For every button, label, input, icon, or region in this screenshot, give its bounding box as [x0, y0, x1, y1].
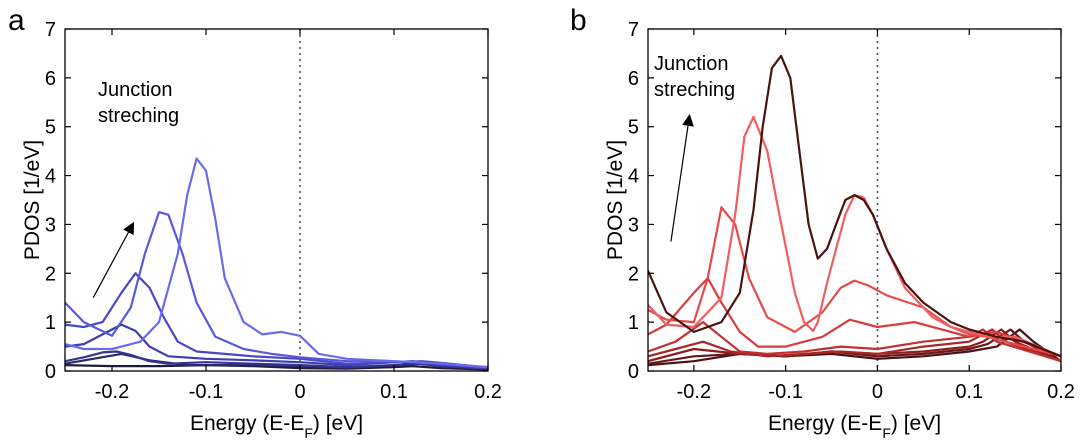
panel-letter: a [8, 4, 25, 37]
series-line-3 [65, 350, 488, 370]
y-tick-label: 4 [45, 166, 56, 188]
series-line-8 [648, 115, 1061, 358]
series-group [65, 157, 488, 371]
series-line-2 [648, 328, 1061, 365]
series-line-6 [648, 277, 1061, 358]
y-tick-label: 3 [45, 214, 56, 236]
y-tick-label: 6 [45, 68, 56, 90]
x-tick-label: 0.1 [380, 381, 408, 403]
series-line-5 [648, 321, 1061, 363]
x-tick-label: 0 [294, 381, 305, 403]
x-tick-label: 0.2 [1047, 381, 1075, 403]
y-tick-label: 1 [45, 312, 56, 334]
x-tick-label: 0.1 [955, 381, 983, 403]
y-tick-label: 6 [628, 68, 639, 90]
axes-box [64, 28, 489, 372]
annotation-text: Junction [654, 53, 729, 75]
annotation-text: Junction [98, 79, 173, 101]
annotation-text: streching [654, 79, 735, 101]
series-line-9 [648, 54, 1061, 358]
annotation-text: streching [98, 105, 179, 127]
x-axis-label: Energy (E-EF) [eV] [190, 412, 363, 441]
y-tick-label: 7 [628, 19, 639, 41]
x-tick-label: -0.2 [95, 381, 129, 403]
y-tick-label: 2 [45, 263, 56, 285]
chart-panel-a: -0.2 -0.1 0 0.1 0.2 0 1 2 3 4 5 6 7 Energy (E-EF) [eV… [8, 4, 502, 441]
x-tick-label: -0.1 [768, 381, 802, 403]
y-axis-label: PDOS [1/eV] [604, 140, 627, 260]
series-line-7 [65, 157, 488, 369]
x-tick-label: -0.2 [677, 381, 711, 403]
x-tick-label: 0.2 [474, 381, 502, 403]
y-tick-label: 5 [45, 117, 56, 139]
x-tick-label: -0.1 [189, 381, 223, 403]
y-tick-label: 5 [628, 117, 639, 139]
series-line-3 [648, 328, 1061, 363]
y-tick-label: 0 [45, 361, 56, 383]
y-tick-label: 1 [628, 312, 639, 334]
series-line-4 [648, 328, 1061, 363]
annotation-arrow [670, 113, 694, 242]
chart-panel-b: -0.2 -0.1 0 0.1 0.2 0 1 2 3 4 5 6 7 Energy (E-EF) [eV… [570, 4, 1075, 441]
y-tick-label: 2 [628, 263, 639, 285]
x-axis-label: Energy (E-EF) [eV] [768, 412, 941, 441]
annotation-arrow [92, 221, 135, 298]
series-group [648, 54, 1061, 367]
axes-box [647, 28, 1062, 372]
y-tick-label: 3 [628, 214, 639, 236]
y-tick-label: 0 [628, 361, 639, 383]
y-tick-label: 7 [45, 19, 56, 41]
y-axis-label: PDOS [1/eV] [21, 140, 44, 260]
x-tick-label: 0 [872, 381, 883, 403]
series-line-6 [65, 211, 488, 369]
panel-letter: b [570, 4, 587, 37]
y-tick-label: 4 [628, 166, 639, 188]
